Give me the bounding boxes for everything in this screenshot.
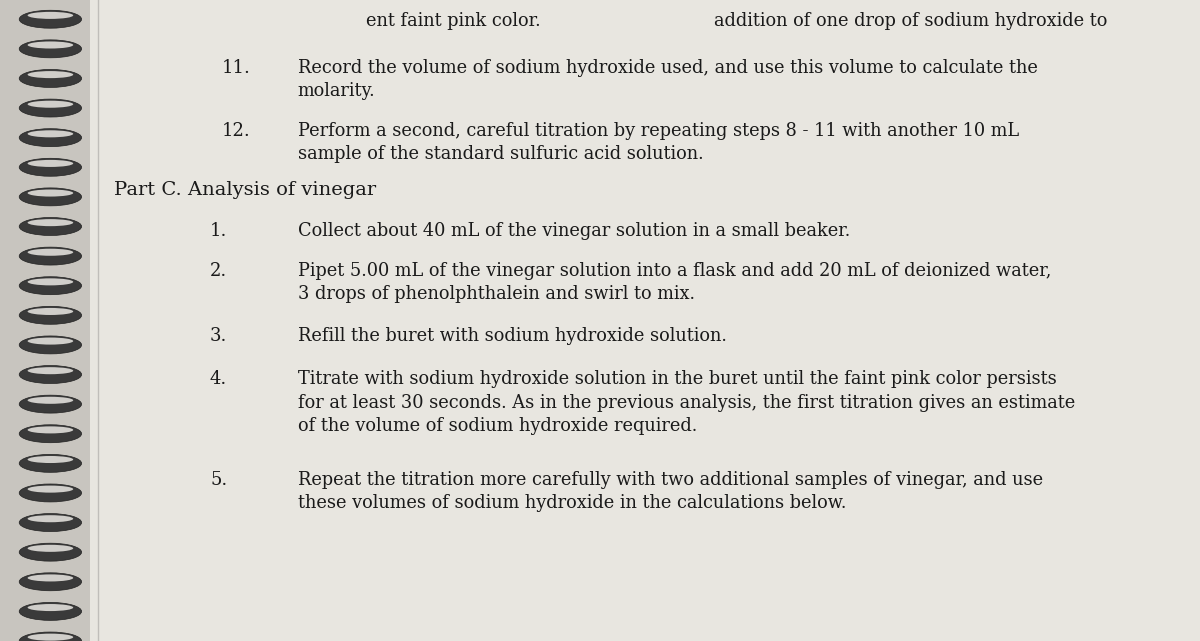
Ellipse shape: [28, 574, 73, 581]
Ellipse shape: [19, 573, 82, 591]
Text: for at least 30 seconds. As in the previous analysis, the first titration gives : for at least 30 seconds. As in the previ…: [298, 394, 1075, 412]
Ellipse shape: [19, 365, 82, 383]
Ellipse shape: [28, 278, 73, 285]
Ellipse shape: [28, 160, 73, 167]
Ellipse shape: [19, 336, 82, 354]
Text: Repeat the titration more carefully with two additional samples of vinegar, and : Repeat the titration more carefully with…: [298, 471, 1043, 489]
Text: Record the volume of sodium hydroxide used, and use this volume to calculate the: Record the volume of sodium hydroxide us…: [298, 59, 1038, 77]
Text: Pipet 5.00 mL of the vinegar solution into a flask and add 20 mL of deionized wa: Pipet 5.00 mL of the vinegar solution in…: [298, 262, 1051, 280]
Ellipse shape: [19, 158, 82, 176]
Ellipse shape: [19, 632, 82, 641]
Ellipse shape: [28, 633, 73, 641]
Ellipse shape: [19, 69, 82, 87]
Ellipse shape: [28, 130, 73, 137]
Text: molarity.: molarity.: [298, 82, 376, 100]
Text: Collect about 40 mL of the vinegar solution in a small beaker.: Collect about 40 mL of the vinegar solut…: [298, 222, 850, 240]
Text: these volumes of sodium hydroxide in the calculations below.: these volumes of sodium hydroxide in the…: [298, 494, 846, 512]
Text: sample of the standard sulfuric acid solution.: sample of the standard sulfuric acid sol…: [298, 145, 703, 163]
Ellipse shape: [28, 308, 73, 315]
Text: of the volume of sodium hydroxide required.: of the volume of sodium hydroxide requir…: [298, 417, 697, 435]
Ellipse shape: [19, 484, 82, 502]
Text: 3 drops of phenolphthalein and swirl to mix.: 3 drops of phenolphthalein and swirl to …: [298, 285, 695, 303]
Text: Refill the buret with sodium hydroxide solution.: Refill the buret with sodium hydroxide s…: [298, 327, 726, 345]
Ellipse shape: [28, 456, 73, 463]
Ellipse shape: [28, 42, 73, 49]
Text: 11.: 11.: [222, 59, 251, 77]
Ellipse shape: [19, 513, 82, 531]
Text: addition of one drop of sodium hydroxide to: addition of one drop of sodium hydroxide…: [714, 12, 1108, 29]
Ellipse shape: [28, 397, 73, 404]
Text: 5.: 5.: [210, 471, 227, 489]
Ellipse shape: [19, 40, 82, 58]
Ellipse shape: [19, 603, 82, 620]
Ellipse shape: [28, 71, 73, 78]
Ellipse shape: [19, 99, 82, 117]
Text: 3.: 3.: [210, 327, 227, 345]
Text: ent faint pink color.: ent faint pink color.: [366, 12, 541, 29]
Ellipse shape: [28, 12, 73, 19]
Ellipse shape: [28, 515, 73, 522]
Ellipse shape: [28, 367, 73, 374]
Ellipse shape: [19, 395, 82, 413]
Ellipse shape: [19, 129, 82, 147]
Text: 1.: 1.: [210, 222, 227, 240]
Ellipse shape: [28, 101, 73, 108]
Ellipse shape: [19, 454, 82, 472]
Text: Part C. Analysis of vinegar: Part C. Analysis of vinegar: [114, 181, 376, 199]
Text: Perform a second, careful titration by repeating steps 8 - 11 with another 10 mL: Perform a second, careful titration by r…: [298, 122, 1019, 140]
Ellipse shape: [19, 10, 82, 28]
Text: Titrate with sodium hydroxide solution in the buret until the faint pink color p: Titrate with sodium hydroxide solution i…: [298, 370, 1056, 388]
Text: 2.: 2.: [210, 262, 227, 280]
Text: 12.: 12.: [222, 122, 251, 140]
Ellipse shape: [19, 425, 82, 443]
Ellipse shape: [28, 249, 73, 256]
Ellipse shape: [19, 543, 82, 561]
Ellipse shape: [19, 306, 82, 324]
Ellipse shape: [19, 247, 82, 265]
Ellipse shape: [19, 277, 82, 295]
Ellipse shape: [28, 486, 73, 493]
Ellipse shape: [28, 426, 73, 433]
Ellipse shape: [28, 219, 73, 226]
Ellipse shape: [28, 604, 73, 611]
Ellipse shape: [28, 338, 73, 345]
Ellipse shape: [28, 545, 73, 552]
Text: 4.: 4.: [210, 370, 227, 388]
Ellipse shape: [28, 190, 73, 197]
Ellipse shape: [19, 188, 82, 206]
Ellipse shape: [19, 217, 82, 235]
